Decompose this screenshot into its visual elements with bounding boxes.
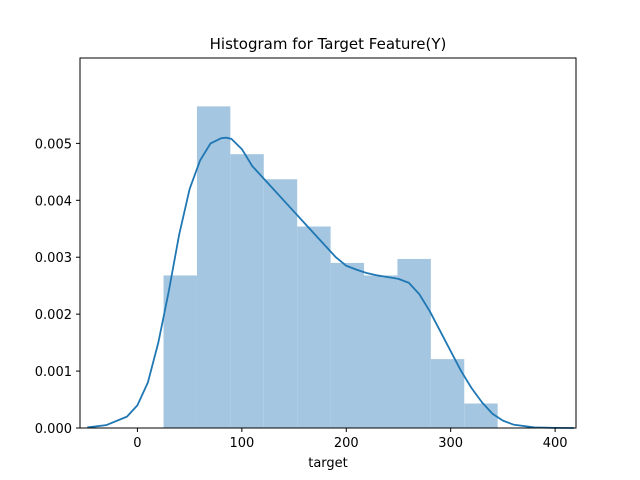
histogram-bar-2 [196,106,231,428]
y-tick-label: 0.005 [35,137,72,152]
histogram-bar-6 [330,262,365,428]
y-tick-label: 0.002 [35,308,72,323]
axis-layer: 0 100 200 300 400 0.000 0.001 0.002 0.003 0.004 0.… [35,137,568,451]
kde-curve [87,136,574,429]
histogram-bar-1 [163,275,197,428]
histogram-bar-7 [364,275,398,428]
chart-title: Histogram for Target Feature(Y) [210,35,447,53]
histogram-bar-9 [430,359,465,428]
x-tick-label: 100 [229,436,254,451]
x-tick-label: 300 [438,436,463,451]
plot-area [87,106,574,429]
histogram-bar-8 [397,258,431,428]
x-tick-label: 400 [543,436,568,451]
histogram-bar-4 [263,179,298,428]
x-tick-label: 0 [133,436,141,451]
y-tick-label: 0.003 [35,251,72,266]
x-tick-label: 200 [334,436,359,451]
x-axis-title: target [308,456,348,471]
histogram-bar-3 [230,154,264,428]
y-tick-label: 0.000 [35,422,72,437]
histogram-bar-10 [464,403,498,428]
histogram-bar-5 [297,226,331,428]
y-tick-label: 0.004 [35,194,72,209]
axes-frame [79,57,577,429]
y-tick-label: 0.001 [35,365,72,380]
